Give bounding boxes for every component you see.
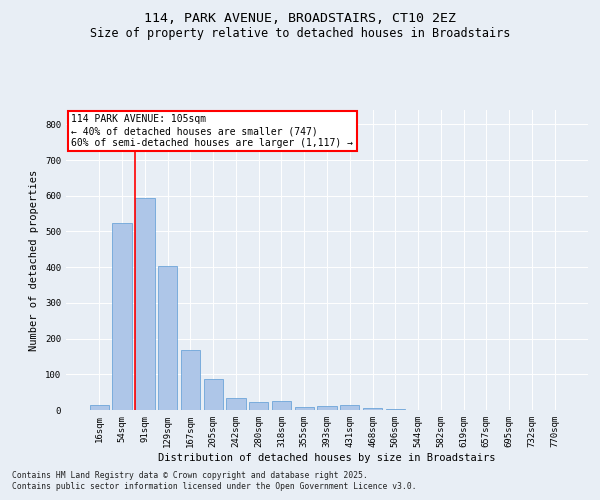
Text: 114, PARK AVENUE, BROADSTAIRS, CT10 2EZ: 114, PARK AVENUE, BROADSTAIRS, CT10 2EZ bbox=[144, 12, 456, 26]
Text: Contains public sector information licensed under the Open Government Licence v3: Contains public sector information licen… bbox=[12, 482, 416, 491]
Text: Contains HM Land Registry data © Crown copyright and database right 2025.: Contains HM Land Registry data © Crown c… bbox=[12, 470, 368, 480]
Bar bbox=[363, 408, 382, 410]
Bar bbox=[249, 402, 268, 410]
Bar bbox=[317, 406, 337, 410]
Bar bbox=[90, 404, 109, 410]
Bar bbox=[135, 198, 155, 410]
Text: Size of property relative to detached houses in Broadstairs: Size of property relative to detached ho… bbox=[90, 28, 510, 40]
Text: 114 PARK AVENUE: 105sqm
← 40% of detached houses are smaller (747)
60% of semi-d: 114 PARK AVENUE: 105sqm ← 40% of detache… bbox=[71, 114, 353, 148]
X-axis label: Distribution of detached houses by size in Broadstairs: Distribution of detached houses by size … bbox=[158, 452, 496, 462]
Bar bbox=[181, 350, 200, 410]
Bar bbox=[226, 398, 245, 410]
Bar bbox=[295, 407, 314, 410]
Bar bbox=[272, 401, 291, 410]
Bar bbox=[203, 378, 223, 410]
Bar bbox=[112, 222, 132, 410]
Bar bbox=[158, 266, 178, 410]
Bar bbox=[340, 406, 359, 410]
Y-axis label: Number of detached properties: Number of detached properties bbox=[29, 170, 40, 350]
